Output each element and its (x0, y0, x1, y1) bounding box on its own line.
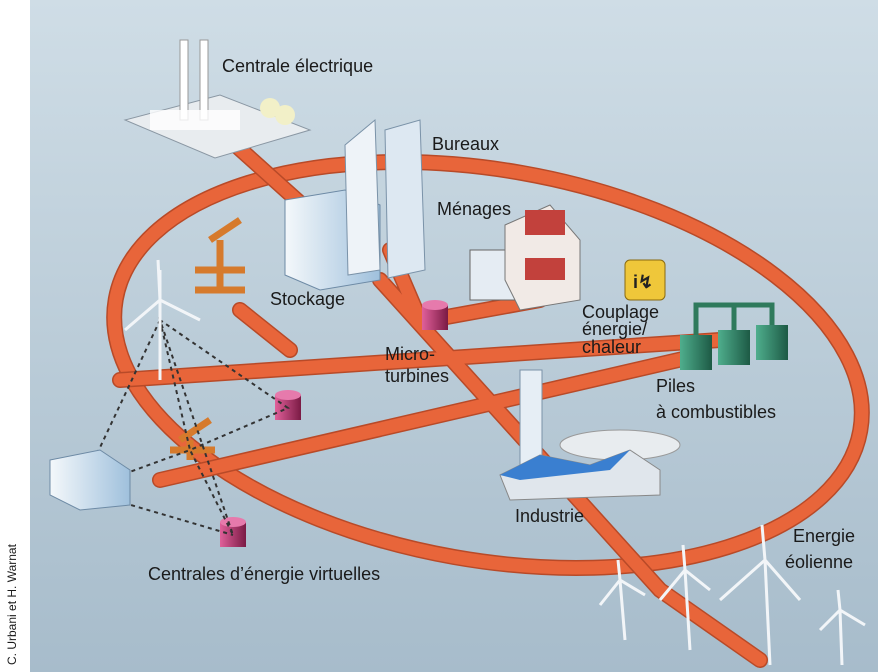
label: Bureaux (432, 134, 499, 154)
cogeneration: i↯ (625, 260, 665, 300)
label: Stockage (270, 289, 345, 309)
credit: C. Urbani et H. Warnat (5, 543, 19, 665)
label: Centrale électrique (222, 56, 373, 76)
label: Centrales d’énergie virtuelles (148, 564, 380, 584)
svg-text:i↯: i↯ (633, 272, 653, 292)
label: Industrie (515, 506, 584, 526)
diagram: C. Urbani et H. Warnat i↯ Centrale élect… (0, 0, 878, 672)
page: C. Urbani et H. Warnat i↯ Centrale élect… (0, 0, 878, 672)
label: Ménages (437, 199, 511, 219)
